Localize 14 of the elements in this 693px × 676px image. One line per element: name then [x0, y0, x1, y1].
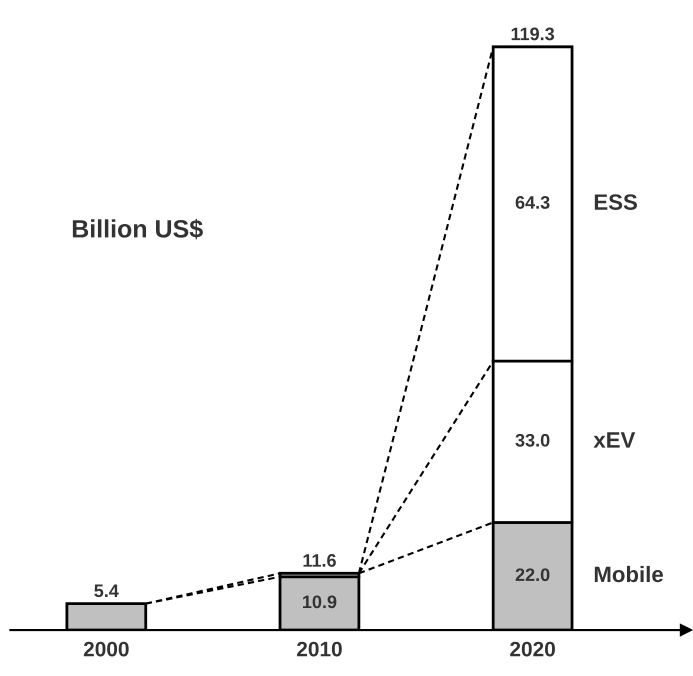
- x-tick-label: 2020: [510, 642, 555, 656]
- total-label: 5.4: [94, 584, 119, 598]
- total-label: 11.6: [304, 554, 336, 567]
- series-label: ESS: [594, 194, 637, 210]
- x-tick-label: 2000: [84, 642, 129, 656]
- total-label: 119.3: [512, 28, 554, 40]
- data-label: 22.0: [516, 568, 550, 582]
- annotation: Billion US$: [72, 218, 203, 240]
- data-label: 64.3: [516, 196, 550, 209]
- data-label: 10.9: [303, 595, 336, 608]
- data-label: 33.0: [515, 434, 550, 447]
- series-label: xEV: [594, 432, 636, 448]
- series-label: Mobile: [594, 566, 663, 582]
- x-tick-label: 2010: [297, 642, 342, 656]
